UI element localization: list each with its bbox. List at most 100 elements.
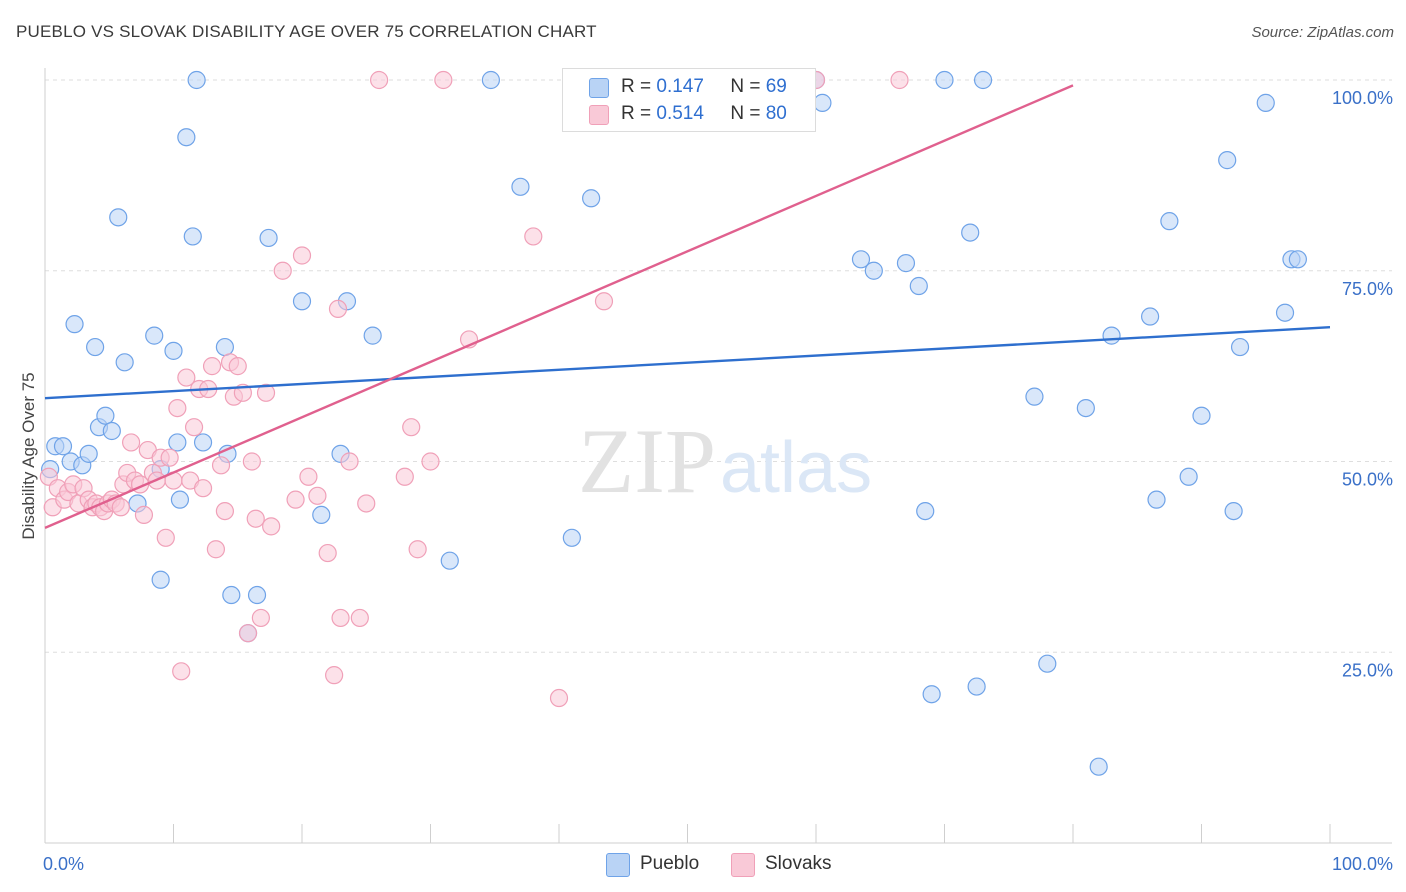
- data-point-pueblo: [511, 177, 530, 196]
- legend-r-value-pueblo: 0.147: [656, 76, 704, 97]
- y-tick-label: 75.0%: [1342, 279, 1393, 299]
- data-point-slovaks: [172, 662, 191, 681]
- data-point-slovaks: [340, 452, 359, 471]
- data-point-slovaks: [262, 517, 281, 536]
- data-point-slovaks: [350, 608, 369, 628]
- data-point-slovaks: [134, 505, 154, 525]
- data-point-slovaks: [160, 448, 179, 467]
- data-point-pueblo: [851, 250, 871, 269]
- legend-swatch-pueblo: [589, 78, 609, 98]
- data-point-slovaks: [184, 418, 204, 437]
- data-point-pueblo: [183, 227, 202, 246]
- data-point-pueblo: [1179, 467, 1198, 486]
- bottom-legend-label-pueblo: Pueblo: [640, 853, 700, 874]
- data-point-slovaks: [242, 452, 261, 471]
- data-point-slovaks: [211, 456, 231, 475]
- data-point-slovaks: [251, 608, 270, 628]
- data-point-pueblo: [440, 551, 459, 570]
- data-point-pueblo: [973, 70, 993, 90]
- data-point-pueblo: [909, 276, 928, 296]
- watermark-atlas: atlas: [720, 428, 872, 508]
- data-point-pueblo: [187, 70, 206, 90]
- points-layer: [39, 70, 1307, 776]
- data-point-slovaks: [594, 292, 614, 311]
- grid-layer: [45, 79, 1392, 653]
- data-point-slovaks: [434, 70, 453, 90]
- data-point-slovaks: [549, 688, 569, 708]
- data-point-pueblo: [582, 189, 601, 208]
- data-point-pueblo: [109, 208, 128, 227]
- data-point-slovaks: [177, 368, 196, 387]
- data-point-slovaks: [292, 246, 312, 265]
- data-point-slovaks: [156, 528, 175, 547]
- data-point-pueblo: [896, 254, 916, 273]
- data-point-slovaks: [402, 418, 421, 437]
- data-point-pueblo: [1089, 757, 1108, 776]
- data-point-slovaks: [370, 70, 389, 90]
- chart-title: PUEBLO VS SLOVAK DISABILITY AGE OVER 75 …: [16, 22, 597, 41]
- data-point-slovaks: [168, 398, 187, 418]
- legend-r-label: R =: [621, 103, 652, 124]
- legend-r-value-slovaks: 0.514: [656, 103, 704, 124]
- trend-line-slovaks: [44, 84, 1074, 529]
- x-tick-label: 0.0%: [43, 854, 84, 874]
- data-point-pueblo: [96, 406, 115, 425]
- y-tick-label: 50.0%: [1342, 470, 1393, 490]
- legend-n-label: N =: [730, 103, 761, 124]
- data-point-pueblo: [168, 433, 187, 452]
- data-point-slovaks: [206, 540, 226, 559]
- data-point-pueblo: [1192, 406, 1211, 425]
- data-point-pueblo: [1218, 151, 1237, 170]
- data-point-slovaks: [121, 433, 141, 452]
- data-point-slovaks: [228, 357, 247, 376]
- data-point-pueblo: [222, 585, 241, 605]
- legend-n-value-pueblo: 69: [765, 76, 787, 97]
- data-point-pueblo: [1076, 398, 1095, 418]
- legend-text-pueblo: R = 0.147 N = 69: [621, 76, 787, 98]
- data-point-pueblo: [1160, 212, 1179, 231]
- data-point-slovaks: [524, 227, 543, 246]
- data-point-pueblo: [1288, 250, 1307, 269]
- data-point-pueblo: [363, 326, 382, 345]
- label-layer: 25.0% 50.0% 75.0% 100.0% 0.0% 100.0% Disabilit…: [19, 88, 1393, 874]
- data-point-slovaks: [193, 479, 213, 498]
- data-point-pueblo: [65, 315, 84, 334]
- data-point-pueblo: [1147, 490, 1166, 509]
- data-point-slovaks: [286, 490, 305, 509]
- axis-layer: [44, 68, 1392, 844]
- bottom-legend-swatch-slovaks: [731, 853, 755, 877]
- data-point-pueblo: [115, 353, 134, 372]
- data-point-pueblo: [247, 585, 267, 605]
- data-point-pueblo: [967, 677, 986, 696]
- data-point-slovaks: [111, 498, 130, 517]
- data-point-pueblo: [916, 501, 935, 521]
- data-point-slovaks: [273, 261, 292, 280]
- data-point-pueblo: [164, 341, 183, 360]
- data-point-pueblo: [193, 433, 213, 452]
- data-point-slovaks: [325, 666, 344, 685]
- data-point-slovaks: [318, 543, 337, 563]
- data-point-slovaks: [202, 357, 222, 376]
- legend-r-label: R =: [621, 76, 652, 97]
- data-point-pueblo: [1102, 326, 1121, 345]
- y-tick-label: 25.0%: [1342, 660, 1393, 680]
- bottom-legend-label-slovaks: Slovaks: [765, 853, 832, 874]
- data-point-pueblo: [53, 437, 73, 456]
- data-point-pueblo: [215, 337, 234, 357]
- data-point-pueblo: [935, 70, 954, 90]
- data-point-pueblo: [1038, 654, 1057, 673]
- data-point-pueblo: [562, 528, 581, 547]
- correlation-legend: R = 0.147 N = 69 R = 0.514 N = 80: [562, 68, 816, 132]
- trend-line-pueblo: [44, 326, 1331, 400]
- data-point-pueblo: [170, 490, 190, 509]
- data-point-slovaks: [421, 452, 440, 471]
- data-point-pueblo: [1230, 337, 1250, 357]
- data-point-pueblo: [1275, 303, 1295, 322]
- data-point-slovaks: [408, 540, 427, 559]
- data-point-pueblo: [259, 228, 278, 248]
- data-point-pueblo: [86, 337, 105, 357]
- y-tick-label: 100.0%: [1332, 88, 1393, 108]
- data-point-slovaks: [395, 467, 414, 486]
- data-point-pueblo: [922, 685, 941, 704]
